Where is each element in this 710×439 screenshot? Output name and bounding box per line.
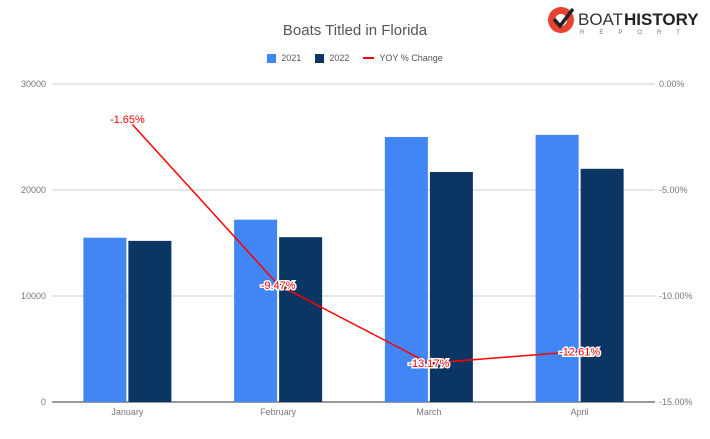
bar-2021-March xyxy=(384,137,428,402)
y-right-tick-label: -10.00% xyxy=(659,291,693,301)
y-right-tick-label: -5.00% xyxy=(659,185,688,195)
yoy-line xyxy=(126,118,580,364)
bar-2021-January xyxy=(83,237,127,402)
yoy-point xyxy=(578,349,582,353)
y-right-tick-label: -15.00% xyxy=(659,397,693,407)
x-tick-label: January xyxy=(111,407,144,417)
bar-2021-February xyxy=(234,219,278,402)
y-left-tick-label: 20000 xyxy=(21,185,46,195)
y-left-tick-label: 0 xyxy=(41,397,46,407)
x-tick-label: March xyxy=(416,407,441,417)
chart-title: Boats Titled in Florida xyxy=(282,22,428,39)
bar-2022-February xyxy=(279,237,323,402)
yoy-data-label: -9.47% xyxy=(261,280,296,292)
y-left-tick-label: 30000 xyxy=(21,79,46,89)
yoy-point xyxy=(276,283,280,287)
svg-text:REPORT: REPORT xyxy=(580,30,695,36)
bar-2021-April xyxy=(535,134,579,402)
yoy-data-label: -12.61% xyxy=(559,346,600,358)
legend: 2021 2022 YOY % Change xyxy=(0,53,710,63)
legend-label: 2022 xyxy=(329,53,350,63)
bar-2022-January xyxy=(128,240,172,402)
legend-label: 2021 xyxy=(281,53,302,63)
yoy-point xyxy=(125,117,129,121)
x-tick-label: April xyxy=(571,407,589,417)
svg-text:HISTORY: HISTORY xyxy=(624,10,699,29)
legend-swatch xyxy=(315,53,325,63)
bar-2022-March xyxy=(429,171,473,402)
x-tick-label: February xyxy=(260,407,297,417)
legend-label: YOY % Change xyxy=(379,53,443,63)
legend-item-2022: 2022 xyxy=(315,53,349,63)
legend-item-yoy: YOY % Change xyxy=(363,53,443,63)
svg-text:BOAT: BOAT xyxy=(578,10,623,29)
legend-item-2021: 2021 xyxy=(267,53,301,63)
legend-swatch xyxy=(267,53,277,63)
y-right-tick-label: 0.00% xyxy=(659,79,685,89)
boat-history-report-logo: BOAT HISTORY REPORT xyxy=(548,7,699,36)
yoy-data-label: -13.17% xyxy=(408,358,449,370)
yoy-point xyxy=(427,361,431,365)
yoy-data-label: -1.65% xyxy=(110,114,145,126)
y-left-tick-label: 10000 xyxy=(21,291,46,301)
legend-swatch xyxy=(363,57,375,59)
bar-2022-April xyxy=(580,168,624,402)
